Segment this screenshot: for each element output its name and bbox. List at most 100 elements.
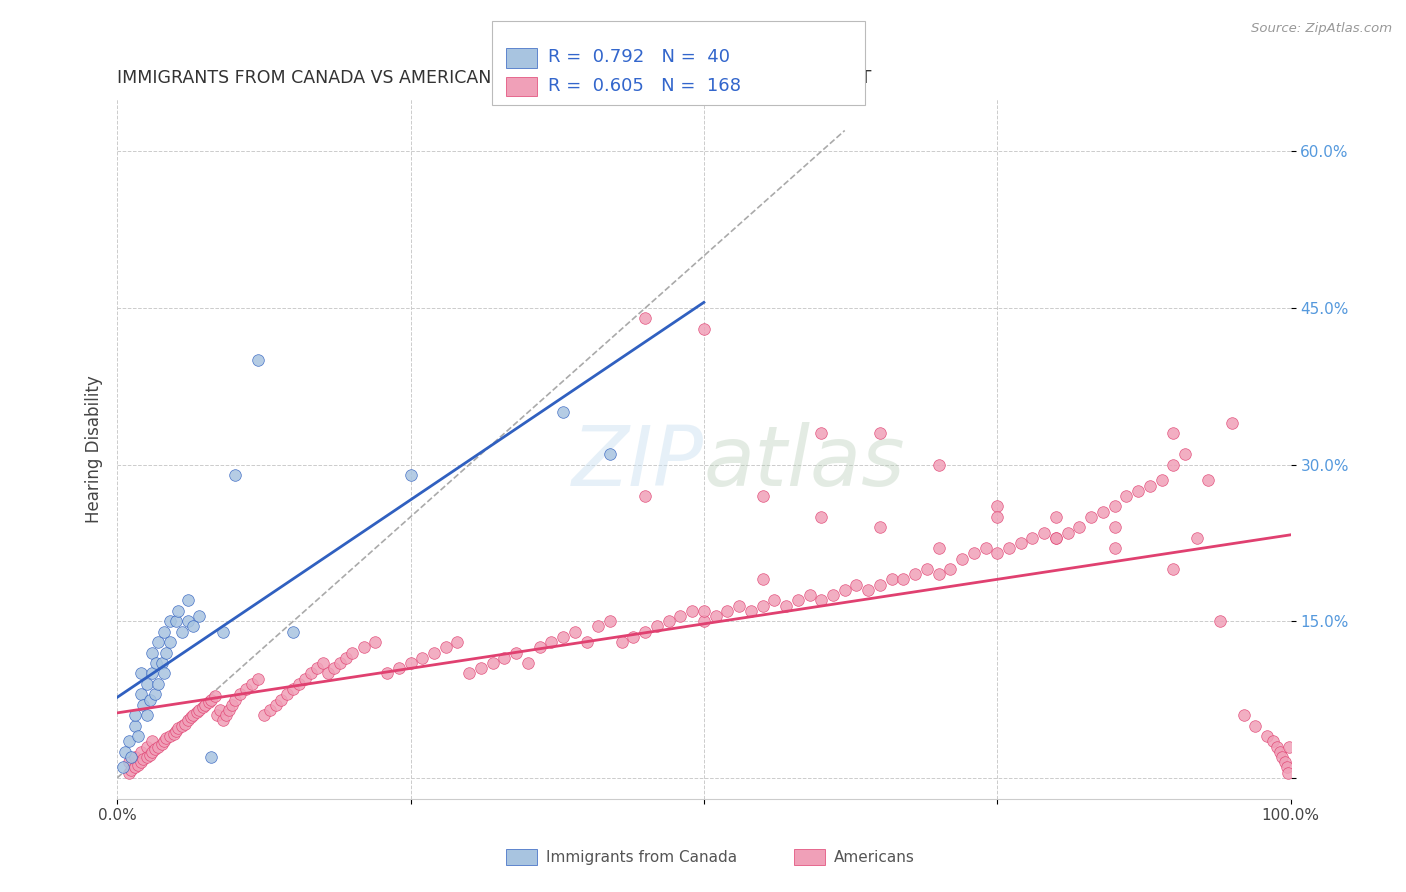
Point bbox=[276, 687, 298, 701]
Point bbox=[129, 666, 152, 681]
Point bbox=[167, 721, 190, 735]
Point bbox=[118, 765, 141, 780]
Point bbox=[693, 614, 716, 628]
Point bbox=[191, 699, 214, 714]
Point bbox=[150, 738, 173, 752]
Point bbox=[1198, 473, 1220, 487]
Point bbox=[904, 567, 927, 582]
Point bbox=[623, 630, 645, 644]
Point bbox=[869, 520, 891, 534]
Point bbox=[215, 708, 238, 723]
Point bbox=[375, 666, 398, 681]
Point bbox=[928, 458, 950, 472]
Point bbox=[740, 604, 762, 618]
Point bbox=[516, 656, 538, 670]
Point bbox=[893, 573, 915, 587]
Point bbox=[810, 426, 832, 441]
Point bbox=[1220, 416, 1243, 430]
Text: atlas: atlas bbox=[704, 423, 905, 503]
Point bbox=[224, 692, 246, 706]
Point bbox=[221, 698, 243, 712]
Point bbox=[246, 672, 269, 686]
Point bbox=[634, 311, 657, 326]
Point bbox=[880, 573, 903, 587]
Point bbox=[388, 661, 411, 675]
Text: Source: ZipAtlas.com: Source: ZipAtlas.com bbox=[1251, 22, 1392, 36]
Point bbox=[939, 562, 962, 576]
Point bbox=[986, 509, 1008, 524]
Point bbox=[186, 705, 208, 719]
Point bbox=[143, 741, 166, 756]
Point bbox=[139, 747, 162, 762]
Point bbox=[1033, 525, 1056, 540]
Point bbox=[681, 604, 703, 618]
Point bbox=[283, 624, 305, 639]
Point bbox=[143, 687, 166, 701]
Point bbox=[986, 546, 1008, 560]
Point bbox=[224, 468, 246, 483]
Point bbox=[1069, 520, 1091, 534]
Point bbox=[159, 614, 181, 628]
Point bbox=[120, 750, 142, 764]
Point bbox=[634, 624, 657, 639]
Point bbox=[928, 567, 950, 582]
Point bbox=[194, 698, 217, 712]
Point bbox=[1104, 541, 1126, 556]
Point bbox=[118, 755, 141, 769]
Point bbox=[751, 489, 773, 503]
Point bbox=[963, 546, 986, 560]
Point bbox=[821, 588, 844, 602]
Point bbox=[159, 635, 181, 649]
Point bbox=[180, 710, 202, 724]
Point bbox=[132, 752, 155, 766]
Point bbox=[170, 719, 193, 733]
Point bbox=[329, 656, 352, 670]
Point bbox=[763, 593, 786, 607]
Point bbox=[155, 731, 177, 746]
Point bbox=[1161, 562, 1184, 576]
Point bbox=[1056, 525, 1078, 540]
Point bbox=[751, 573, 773, 587]
Point bbox=[364, 635, 387, 649]
Point bbox=[411, 650, 433, 665]
Point bbox=[127, 729, 149, 743]
Point bbox=[1161, 458, 1184, 472]
Point bbox=[610, 635, 633, 649]
Point bbox=[204, 690, 226, 704]
Point bbox=[494, 650, 516, 665]
Point bbox=[434, 640, 457, 655]
Point bbox=[716, 604, 738, 618]
Point bbox=[775, 599, 797, 613]
Point bbox=[693, 604, 716, 618]
Point bbox=[505, 646, 527, 660]
Point bbox=[1274, 755, 1296, 769]
Point bbox=[1233, 708, 1256, 723]
Point bbox=[810, 509, 832, 524]
Point bbox=[167, 604, 190, 618]
Point bbox=[1045, 531, 1067, 545]
Point bbox=[986, 500, 1008, 514]
Point bbox=[305, 661, 328, 675]
Point bbox=[869, 578, 891, 592]
Point bbox=[148, 739, 170, 754]
Point bbox=[470, 661, 492, 675]
Point bbox=[205, 708, 228, 723]
Point bbox=[114, 745, 136, 759]
Point bbox=[139, 692, 162, 706]
Point bbox=[200, 750, 222, 764]
Point bbox=[1256, 729, 1278, 743]
Point bbox=[1126, 483, 1149, 498]
Point bbox=[124, 708, 146, 723]
Point bbox=[153, 666, 176, 681]
Point bbox=[127, 758, 149, 772]
Point bbox=[1268, 745, 1291, 759]
Point bbox=[751, 599, 773, 613]
Point bbox=[950, 551, 973, 566]
Point bbox=[165, 723, 187, 738]
Point bbox=[141, 745, 163, 759]
Text: ZIP: ZIP bbox=[572, 423, 704, 503]
Point bbox=[658, 614, 681, 628]
Point bbox=[974, 541, 997, 556]
Point bbox=[810, 593, 832, 607]
Point bbox=[1174, 447, 1197, 461]
